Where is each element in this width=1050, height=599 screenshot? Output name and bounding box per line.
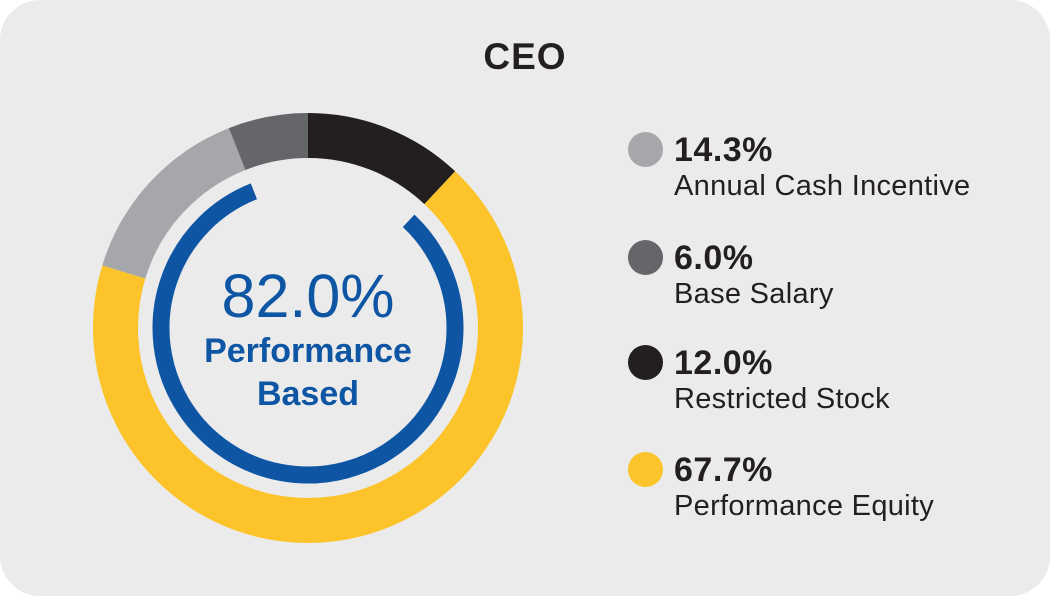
donut-chart-container: 82.0% Performance Based xyxy=(93,113,523,543)
donut-chart xyxy=(93,113,523,543)
page-title: CEO xyxy=(483,36,567,77)
legend-text: 12.0% Restricted Stock xyxy=(674,344,890,417)
donut-segment-base-salary xyxy=(228,113,309,171)
legend-item-base-salary: 6.0% Base Salary xyxy=(628,239,834,312)
legend-text: 67.7% Performance Equity xyxy=(674,451,934,524)
base-salary-bullet-icon xyxy=(628,240,663,275)
legend-label: Restricted Stock xyxy=(674,383,890,415)
legend-item-performance-equity: 67.7% Performance Equity xyxy=(628,451,934,524)
legend-label: Performance Equity xyxy=(674,490,935,522)
legend-percent: 12.0% xyxy=(674,344,773,382)
legend-label: Annual Cash Incentive xyxy=(674,170,971,202)
legend-item-annual-cash-incentive: 14.3% Annual Cash Incentive xyxy=(628,131,970,204)
performance-based-arc xyxy=(152,183,464,484)
annual-cash-incentive-bullet-icon xyxy=(628,132,663,167)
legend-text: 6.0% Base Salary xyxy=(674,239,834,312)
legend-label: Base Salary xyxy=(674,278,834,310)
donut-segment-performance-equity xyxy=(93,171,523,543)
donut-segment-restricted-stock xyxy=(307,113,456,205)
restricted-stock-bullet-icon xyxy=(628,345,663,380)
donut-segment-annual-cash-incentive xyxy=(102,128,246,280)
legend-text: 14.3% Annual Cash Incentive xyxy=(674,131,970,204)
legend-percent: 14.3% xyxy=(674,131,773,169)
legend-percent: 67.7% xyxy=(674,451,773,489)
legend-item-restricted-stock: 12.0% Restricted Stock xyxy=(628,344,890,417)
performance-equity-bullet-icon xyxy=(628,452,663,487)
legend-percent: 6.0% xyxy=(674,239,754,277)
